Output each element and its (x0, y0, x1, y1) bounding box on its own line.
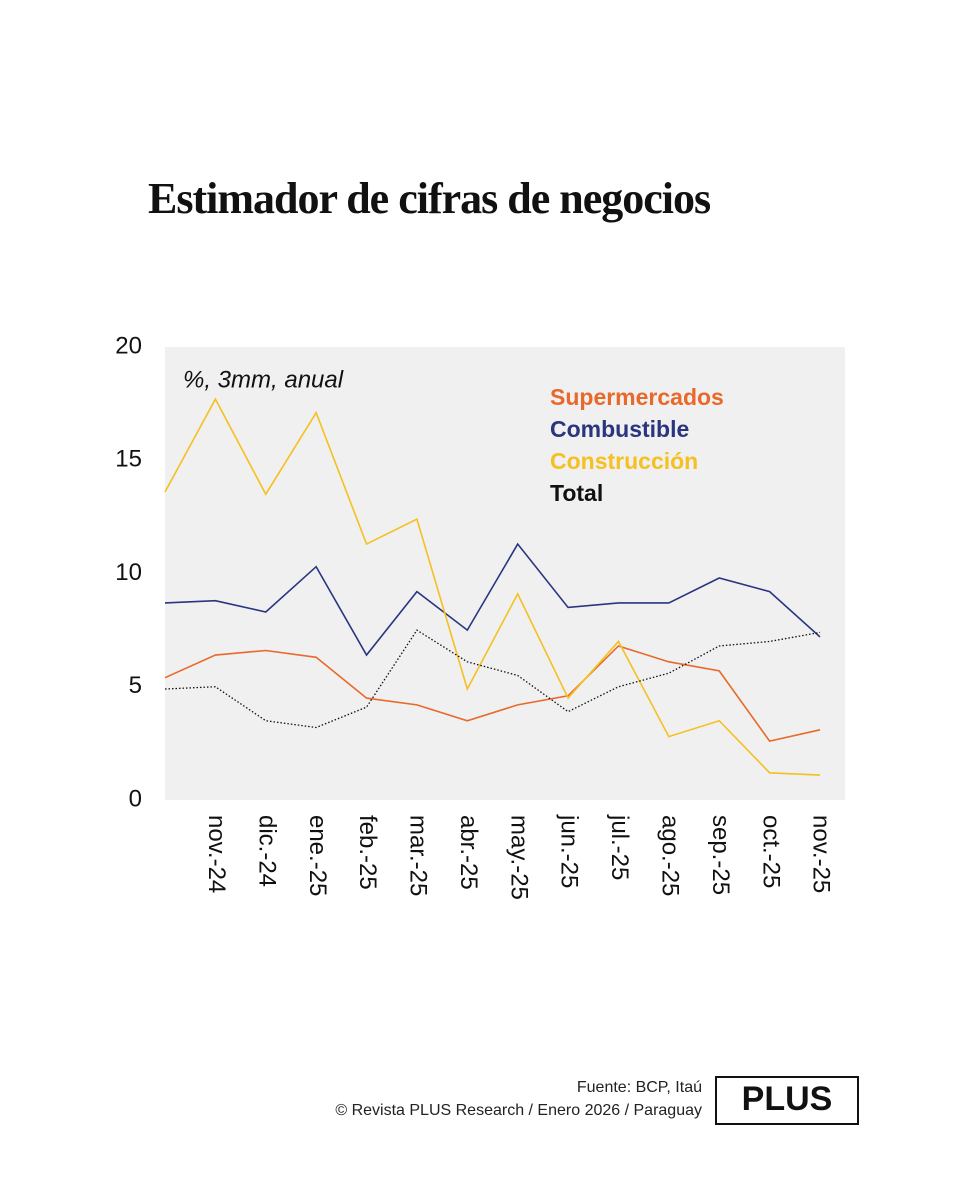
logo: PLUS (742, 1080, 833, 1118)
series-line (164, 397, 821, 776)
logo-box (715, 1076, 859, 1125)
x-tick-label: jul.-25 (606, 814, 633, 880)
x-tick-label: dic.-24 (253, 815, 280, 887)
x-tick-label: may.-25 (505, 815, 532, 900)
x-tick-label: nov.-25 (808, 815, 835, 893)
x-tick-label: feb.-25 (354, 815, 381, 890)
x-tick-label: ene.-25 (304, 815, 331, 896)
y-tick-label: 20 (115, 332, 142, 359)
annotation: %, 3mm, anual (183, 366, 344, 393)
legend-entry: Supermercados (550, 384, 724, 410)
series-line (164, 629, 821, 729)
x-tick-label: jun.-25 (556, 814, 583, 888)
legend-entry: Construcción (550, 448, 698, 474)
x-tick-label: nov.-24 (203, 815, 230, 893)
series-line (164, 542, 821, 657)
x-tick-label: oct.-25 (757, 815, 784, 888)
legend-entry: Combustible (550, 416, 689, 442)
legend-entry: Total (550, 480, 603, 506)
x-tick-label: abr.-25 (455, 815, 482, 890)
source: Fuente: BCP, Itaú (577, 1079, 702, 1096)
y-tick-label: 15 (115, 446, 142, 473)
chart-title: Estimador de cifras de negocios (148, 174, 711, 223)
x-tick-label: ago.-25 (657, 815, 684, 896)
x-tick-label: mar.-25 (405, 815, 432, 896)
series-line (164, 645, 821, 743)
y-tick-label: 10 (115, 559, 142, 586)
y-tick-label: 0 (129, 785, 142, 812)
y-tick-label: 5 (129, 672, 142, 699)
x-tick-label: sep.-25 (707, 815, 734, 895)
copyright: © Revista PLUS Research / Enero 2026 / P… (335, 1102, 702, 1119)
plot-area (165, 347, 845, 800)
